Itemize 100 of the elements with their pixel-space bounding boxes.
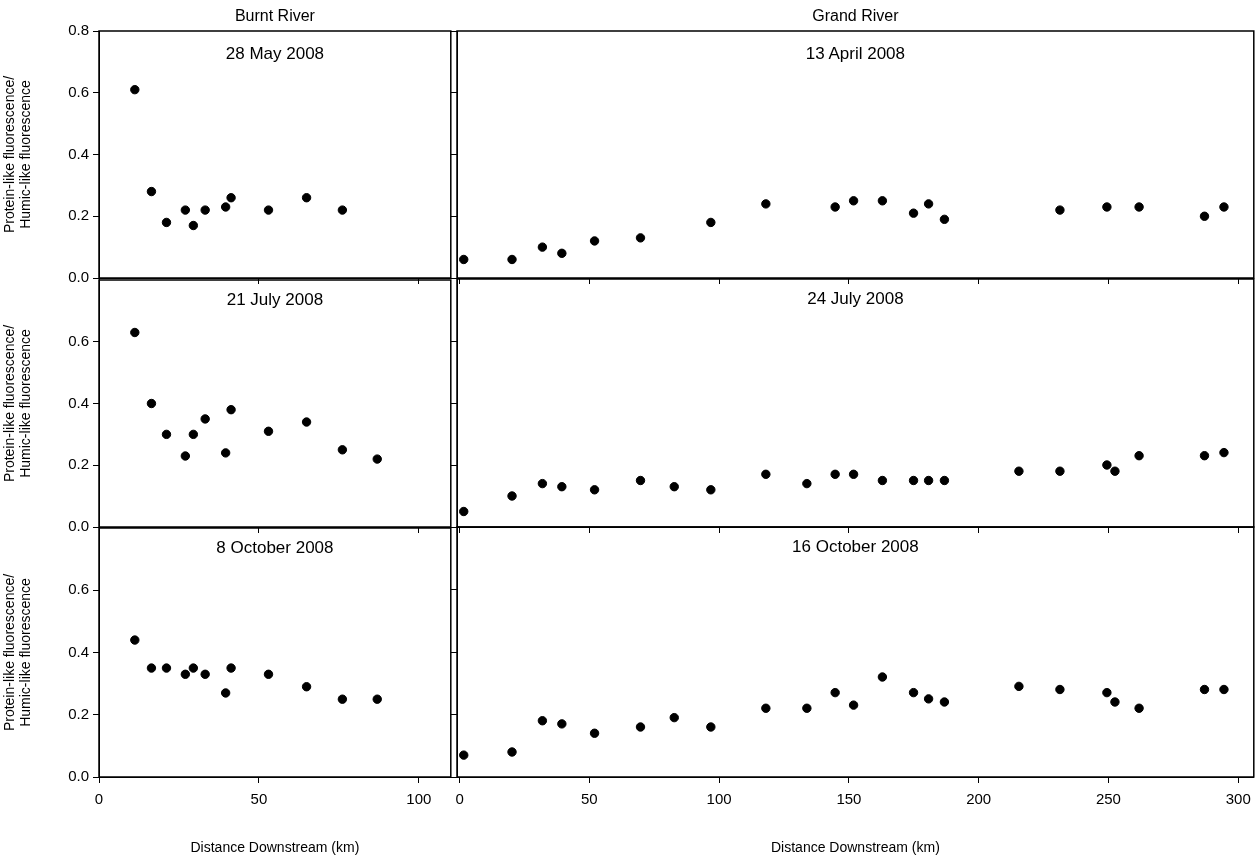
point (161, 217, 172, 228)
y-tick-label: 0.0 (68, 517, 89, 535)
point (226, 663, 236, 673)
point (180, 451, 191, 461)
point (180, 669, 191, 679)
point (1219, 202, 1229, 212)
point (459, 506, 469, 517)
point (507, 491, 517, 501)
point (200, 669, 210, 679)
point (908, 687, 919, 698)
chart-title: Grand River (812, 7, 900, 25)
point (1219, 684, 1229, 695)
point (130, 327, 140, 338)
point (226, 404, 236, 415)
point (188, 429, 199, 440)
point (220, 202, 231, 212)
point (848, 469, 859, 479)
y-tick-label: 0.0 (68, 268, 89, 286)
point (1014, 681, 1024, 692)
text: 24 July 2008 (807, 289, 904, 309)
point (1102, 687, 1112, 698)
point (908, 208, 919, 218)
x-tick-label: 100 (706, 790, 732, 808)
point (507, 747, 517, 757)
point (635, 233, 646, 243)
point (557, 248, 567, 258)
point (1110, 466, 1120, 476)
point (161, 429, 172, 440)
point (848, 196, 859, 206)
point (923, 694, 934, 704)
point (1055, 466, 1065, 476)
point (1134, 451, 1144, 461)
point (1134, 703, 1144, 713)
point (130, 84, 140, 95)
y-tick-label: 0.8 (68, 21, 89, 39)
point (557, 482, 567, 492)
point (146, 663, 157, 673)
point (1055, 205, 1065, 215)
point (589, 728, 600, 738)
text: 13 April 2008 (805, 44, 906, 64)
y-tick-label: 0.6 (68, 331, 89, 349)
point (1102, 202, 1112, 212)
point (635, 475, 646, 486)
point (939, 697, 950, 707)
point (459, 750, 469, 760)
point (130, 635, 140, 645)
point (1199, 451, 1210, 461)
x-tick-label: 100 (406, 790, 432, 808)
point (263, 669, 274, 679)
point (537, 716, 548, 726)
y-tick-label: 0.6 (68, 580, 89, 598)
point (848, 700, 859, 710)
point (706, 722, 716, 732)
point (635, 722, 646, 732)
point (669, 482, 679, 492)
x-axis-title: Distance Downstream (km) (770, 839, 940, 856)
point (301, 682, 312, 692)
x-tick-label: 150 (836, 790, 862, 808)
point (830, 469, 840, 479)
x-tick-label: 50 (250, 790, 268, 808)
point (1102, 460, 1112, 470)
point (161, 663, 172, 673)
point (1199, 684, 1210, 695)
point (1134, 202, 1144, 212)
x-tick-label: 300 (1225, 790, 1251, 808)
text: 16 October 2008 (792, 537, 919, 557)
point (557, 719, 567, 729)
y-tick-label: 0.2 (68, 455, 89, 473)
point (802, 478, 812, 489)
point (200, 205, 210, 215)
chart-title: Burnt River (234, 7, 316, 25)
point (263, 426, 274, 436)
point (589, 236, 600, 246)
point (761, 469, 771, 479)
y-tick-label: 0.2 (68, 206, 89, 224)
point (337, 205, 348, 215)
point (706, 217, 716, 228)
point (877, 672, 888, 682)
y-tick-label: 0.4 (68, 144, 89, 162)
point (200, 414, 210, 424)
y-tick-label: 0.4 (68, 393, 89, 411)
point (188, 220, 199, 231)
point (337, 694, 348, 704)
text: 21 July 2008 (226, 290, 324, 310)
x-axis-title: Distance Downstream (km) (190, 839, 360, 856)
point (589, 485, 600, 495)
y-tick-label: 0.4 (68, 642, 89, 660)
x-tick-label: 250 (1095, 790, 1121, 808)
y-axis-title: Protein-like fluorescence/Humic-like fluorescence (0, 324, 34, 483)
point (908, 475, 919, 486)
point (1219, 447, 1229, 458)
point (669, 712, 679, 723)
x-tick-label: 200 (966, 790, 992, 808)
point (263, 205, 274, 215)
point (830, 687, 840, 698)
point (537, 478, 548, 489)
point (939, 214, 950, 225)
point (706, 485, 716, 495)
point (180, 205, 191, 215)
y-tick-label: 0.0 (68, 767, 89, 785)
